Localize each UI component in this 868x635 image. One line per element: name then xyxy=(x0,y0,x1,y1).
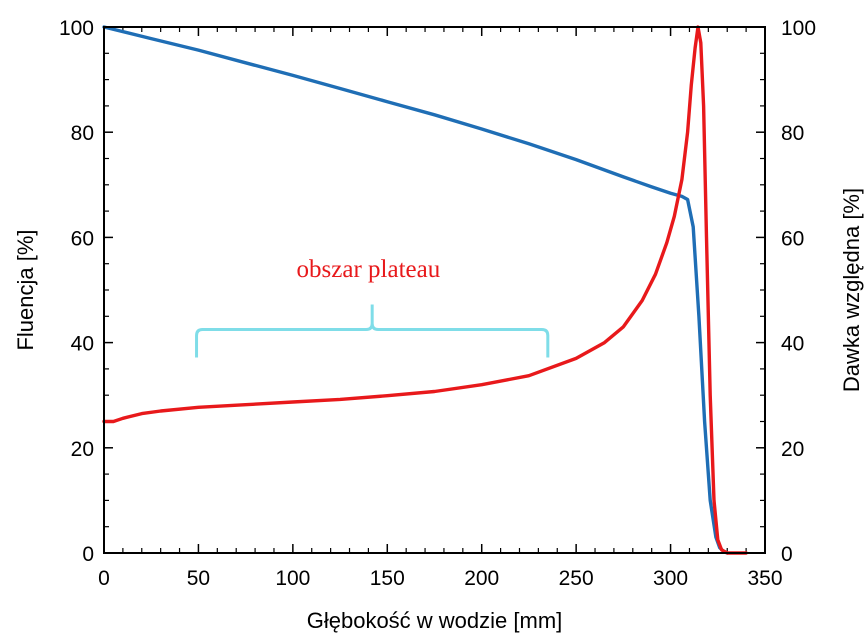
x-tick-label: 100 xyxy=(275,567,310,590)
x-tick-label: 0 xyxy=(98,567,110,590)
x-tick-label: 150 xyxy=(370,567,405,590)
right-y-axis-title: Dawka względna [%] xyxy=(839,188,864,392)
dose-line xyxy=(102,25,748,555)
left-y-tick-label: 60 xyxy=(71,227,94,250)
right-y-tick-label: 0 xyxy=(781,543,793,566)
left-y-axis-title: Fluencja [%] xyxy=(13,229,38,350)
left-y-tick-label: 40 xyxy=(71,333,94,356)
right-y-tick-label: 20 xyxy=(781,438,804,461)
right-y-tick-label: 60 xyxy=(781,227,804,250)
right-y-tick-label: 40 xyxy=(781,333,804,356)
right-y-tick-label: 100 xyxy=(781,17,816,40)
left-y-tick-label: 100 xyxy=(59,17,94,40)
fluence-line xyxy=(102,25,729,555)
x-tick-label: 300 xyxy=(653,567,688,590)
x-tick-label: 250 xyxy=(559,567,594,590)
plateau-brace xyxy=(195,304,550,358)
x-tick-label: 50 xyxy=(187,567,210,590)
left-y-tick-label: 20 xyxy=(71,438,94,461)
plot-frame xyxy=(103,26,766,554)
right-y-tick-label: 80 xyxy=(781,122,804,145)
x-tick-label: 200 xyxy=(464,567,499,590)
x-tick-label: 350 xyxy=(747,567,782,590)
left-y-tick-label: 80 xyxy=(71,122,94,145)
x-axis-title: Głębokość w wodzie [mm] xyxy=(307,608,563,633)
left-y-tick-label: 0 xyxy=(82,543,94,566)
series-layer xyxy=(102,25,748,555)
annotation-layer: obszar plateau xyxy=(195,256,550,358)
plateau-annotation: obszar plateau xyxy=(297,256,441,283)
